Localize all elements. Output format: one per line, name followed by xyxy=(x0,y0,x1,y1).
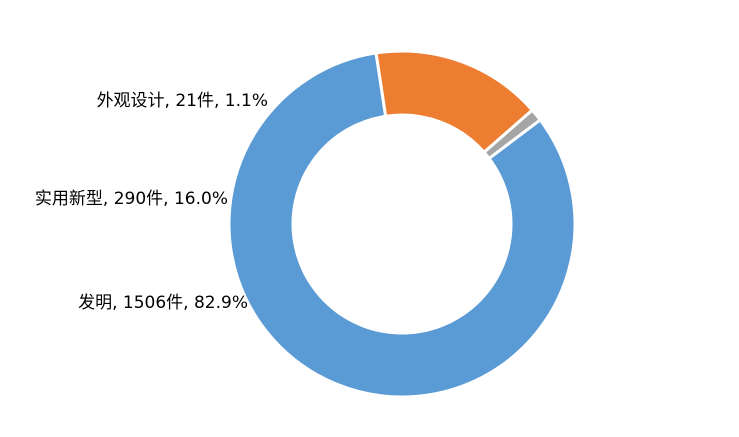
label-invention: 发明, 1506件, 82.9% xyxy=(78,293,248,313)
donut-slices xyxy=(227,49,577,399)
slice-appearance-design xyxy=(481,108,543,161)
slice-labels: 外观设计, 21件, 1.1% 实用新型, 290件, 16.0% 发明, 15… xyxy=(35,91,268,313)
slice-invention xyxy=(227,51,577,399)
label-utility-model: 实用新型, 290件, 16.0% xyxy=(35,189,228,209)
label-appearance-design: 外观设计, 21件, 1.1% xyxy=(97,91,268,111)
